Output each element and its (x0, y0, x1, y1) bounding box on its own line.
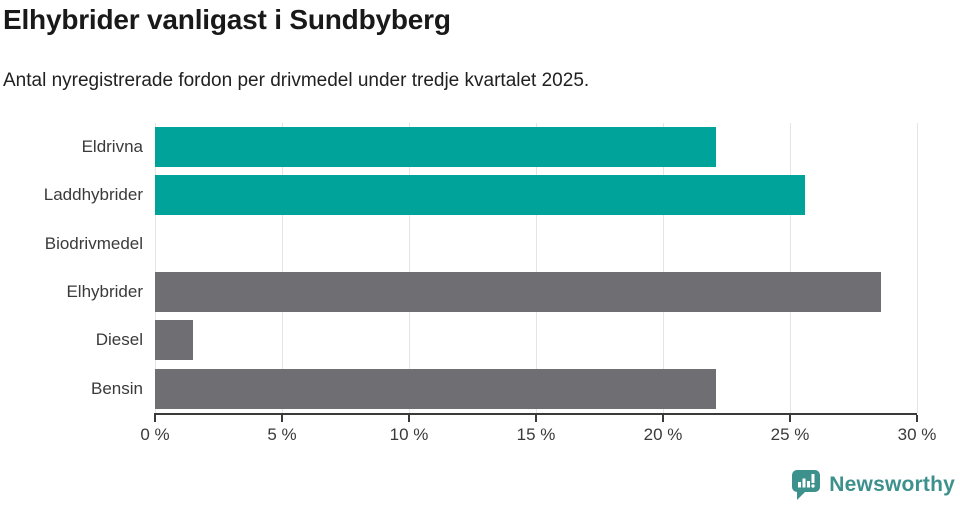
gridline (663, 123, 664, 413)
newsworthy-bubble-chart-icon (792, 470, 821, 500)
x-axis-tick (916, 415, 918, 422)
newsworthy-logo: Newsworthy (791, 469, 955, 501)
x-axis-tick-label: 15 % (516, 425, 556, 444)
x-axis-tick-label: 20 % (643, 425, 683, 444)
x-axis-line (154, 413, 917, 415)
gridline (282, 123, 283, 413)
gridline (155, 123, 156, 413)
x-axis-tick-label: 10 % (389, 425, 429, 444)
x-axis: 0 % 5 % 10 % 15 % 20 % 25 % 30 % (140, 413, 936, 453)
x-axis-tick-label: 30 % (897, 425, 937, 444)
bar (155, 175, 806, 216)
bar-row: Eldrivna (0, 123, 917, 171)
bar-row: Biodrivmedel (0, 220, 917, 268)
category-label: Laddhybrider (43, 185, 143, 205)
x-axis-tick-label: 5 % (267, 425, 297, 444)
x-axis-tick (281, 415, 283, 422)
gridline (917, 123, 918, 413)
bar-track (155, 365, 917, 413)
x-axis-tick (154, 415, 156, 422)
bar-row: Diesel (0, 316, 917, 364)
x-axis-tick (662, 415, 664, 422)
bar-track (155, 171, 917, 219)
bar (155, 368, 717, 409)
bar-track (155, 316, 917, 364)
category-label: Biodrivmedel (44, 233, 143, 253)
bar-row: Elhybrider (0, 268, 917, 316)
x-axis-tick (789, 415, 791, 422)
bar-row: Laddhybrider (0, 171, 917, 219)
x-axis-tick (408, 415, 410, 422)
category-label: Diesel (95, 330, 143, 350)
bar-track (155, 268, 917, 316)
bar (155, 272, 882, 313)
x-axis-tick-label: 0 % (140, 425, 170, 444)
x-axis-tick-label: 25 % (770, 425, 810, 444)
category-label: Eldrivna (81, 137, 143, 157)
bar-chart: Eldrivna Laddhybrider Biodrivmedel Elhybrid… (0, 123, 918, 413)
gridline (409, 123, 410, 413)
category-label: Bensin (91, 378, 143, 398)
chart-subtitle: Antal nyregistrerade fordon per drivmede… (3, 70, 590, 91)
gridline (790, 123, 791, 413)
bar (155, 127, 717, 168)
bar-row: Bensin (0, 365, 917, 413)
newsworthy-brand-name: Newsworthy (829, 473, 955, 496)
category-label: Elhybrider (66, 282, 143, 302)
bar-track (155, 123, 917, 171)
bar-track (155, 220, 917, 268)
x-axis-tick (535, 415, 537, 422)
gridline (536, 123, 537, 413)
chart-title: Elhybrider vanligast i Sundbyberg (3, 4, 451, 35)
grid (155, 123, 918, 413)
bar (155, 320, 194, 361)
